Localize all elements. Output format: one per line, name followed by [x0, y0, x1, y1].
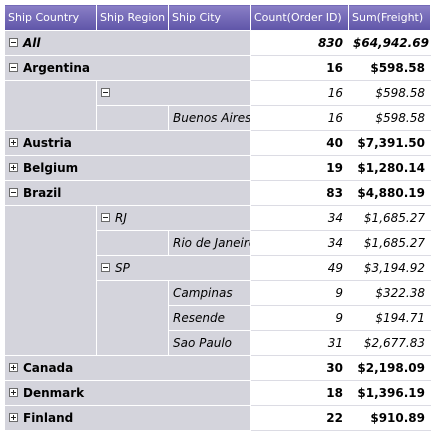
rj-sum: $1,685.27	[348, 205, 431, 231]
all-label: All	[23, 36, 41, 50]
row-brazil-rj: RJ 34 $1,685.27	[4, 205, 431, 356]
denmark-sum: $1,396.19	[348, 380, 431, 406]
collapse-icon[interactable]	[9, 63, 18, 72]
canada-sum: $2,198.09	[348, 355, 431, 381]
canada-count: 30	[250, 355, 349, 381]
sao-paulo-label: Sao Paulo	[168, 330, 251, 356]
collapse-icon[interactable]	[9, 188, 18, 197]
sp-sum: $3,194.92	[348, 255, 431, 281]
row-argentina-region: 16 $598.58	[4, 80, 431, 131]
argentina-count: 16	[250, 55, 349, 81]
campinas-count: 9	[250, 280, 349, 306]
buenos-aires-label: Buenos Aires	[168, 105, 251, 131]
brazil-spacer	[4, 205, 97, 356]
finland-count: 22	[250, 405, 349, 431]
argentina-region-cell	[96, 80, 251, 106]
austria-sum: $7,391.50	[348, 130, 431, 156]
header-ship-city[interactable]: Ship City	[168, 4, 251, 31]
rio-de-janeiro-count: 34	[250, 230, 349, 256]
finland-header-cell: Finland	[4, 405, 251, 431]
belgium-count: 19	[250, 155, 349, 181]
austria-label: Austria	[23, 136, 72, 150]
row-finland: Finland 22 $910.89	[4, 405, 431, 431]
expand-icon[interactable]	[9, 363, 18, 372]
canada-label: Canada	[23, 361, 74, 375]
brazil-label: Brazil	[23, 186, 62, 200]
argentina-region-count: 16	[250, 80, 349, 106]
row-rio-de-janeiro: Rio de Janeiro 34 $1,685.27	[5, 230, 431, 256]
resende-count: 9	[250, 305, 349, 331]
rj-header-cell: RJ	[96, 205, 251, 231]
row-brazil: Brazil 83 $4,880.19	[4, 180, 431, 206]
argentina-region-spacer	[96, 105, 169, 131]
brazil-sum: $4,880.19	[348, 180, 431, 206]
row-belgium: Belgium 19 $1,280.14	[4, 155, 431, 181]
argentina-sum: $598.58	[348, 55, 431, 81]
row-argentina: Argentina 16 $598.58	[4, 55, 431, 81]
all-count: 830	[250, 30, 349, 56]
expand-icon[interactable]	[9, 388, 18, 397]
denmark-label: Denmark	[23, 386, 85, 400]
brazil-count: 83	[250, 180, 349, 206]
header-row: Ship Country Ship Region Ship City Count…	[4, 4, 431, 31]
sp-count: 49	[250, 255, 349, 281]
campinas-sum: $322.38	[348, 280, 431, 306]
row-all: All 830 $64,942.69	[4, 30, 431, 56]
all-sum: $64,942.69	[348, 30, 431, 56]
finland-sum: $910.89	[348, 405, 431, 431]
expand-icon[interactable]	[9, 138, 18, 147]
buenos-aires-count: 16	[250, 105, 349, 131]
finland-label: Finland	[23, 411, 74, 425]
pivot-grid: Ship Country Ship Region Ship City Count…	[4, 4, 431, 431]
row-austria: Austria 40 $7,391.50	[4, 130, 431, 156]
austria-count: 40	[250, 130, 349, 156]
austria-header-cell: Austria	[4, 130, 251, 156]
belgium-sum: $1,280.14	[348, 155, 431, 181]
header-count-order-id[interactable]: Count(Order ID)	[250, 4, 349, 31]
denmark-header-cell: Denmark	[4, 380, 251, 406]
sp-header-cell: SP	[96, 255, 251, 281]
campinas-label: Campinas	[168, 280, 251, 306]
belgium-label: Belgium	[23, 161, 79, 175]
belgium-header-cell: Belgium	[4, 155, 251, 181]
resende-sum: $194.71	[348, 305, 431, 331]
rj-spacer	[96, 230, 169, 256]
sao-paulo-count: 31	[250, 330, 349, 356]
header-ship-region[interactable]: Ship Region	[96, 4, 169, 31]
argentina-header-cell: Argentina	[4, 55, 251, 81]
argentina-label: Argentina	[23, 61, 90, 75]
header-ship-country[interactable]: Ship Country	[4, 4, 97, 31]
sao-paulo-sum: $2,677.83	[348, 330, 431, 356]
collapse-icon[interactable]	[101, 88, 110, 97]
rio-de-janeiro-sum: $1,685.27	[348, 230, 431, 256]
denmark-count: 18	[250, 380, 349, 406]
rio-de-janeiro-label: Rio de Janeiro	[168, 230, 251, 256]
collapse-icon[interactable]	[9, 38, 18, 47]
expand-icon[interactable]	[9, 163, 18, 172]
row-campinas: Campinas 9 $322.38	[5, 280, 431, 356]
sp-label: SP	[115, 261, 130, 275]
sp-spacer	[96, 280, 169, 356]
collapse-icon[interactable]	[101, 213, 110, 222]
argentina-spacer	[4, 80, 97, 131]
row-denmark: Denmark 18 $1,396.19	[4, 380, 431, 406]
canada-header-cell: Canada	[4, 355, 251, 381]
buenos-aires-sum: $598.58	[348, 105, 431, 131]
collapse-icon[interactable]	[101, 263, 110, 272]
expand-icon[interactable]	[9, 413, 18, 422]
brazil-header-cell: Brazil	[4, 180, 251, 206]
rj-count: 34	[250, 205, 349, 231]
resende-label: Resende	[168, 305, 251, 331]
all-header-cell: All	[4, 30, 251, 56]
header-sum-freight[interactable]: Sum(Freight)	[348, 4, 431, 31]
rj-label: RJ	[115, 211, 127, 225]
row-canada: Canada 30 $2,198.09	[4, 355, 431, 381]
argentina-region-sum: $598.58	[348, 80, 431, 106]
